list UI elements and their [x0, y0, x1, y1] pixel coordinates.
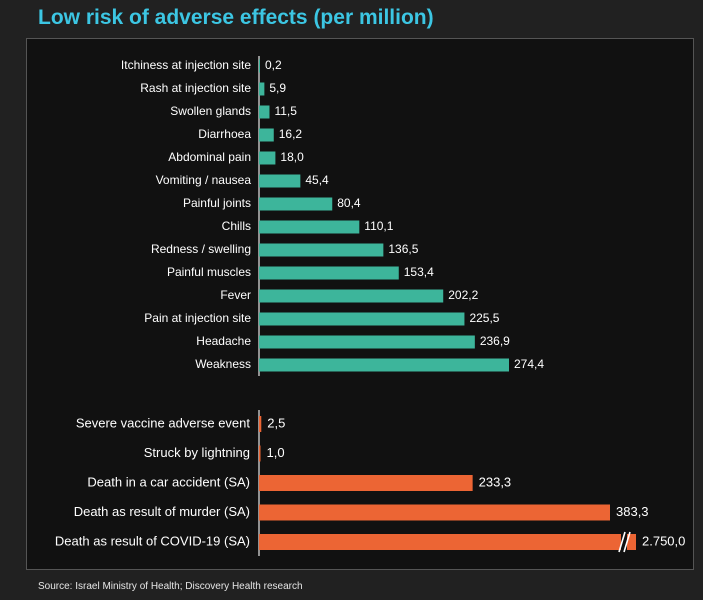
category-label: Fever [220, 288, 251, 302]
value-label: 383,3 [616, 504, 649, 519]
bar [259, 82, 265, 96]
value-label: 18,0 [280, 150, 304, 164]
value-label: 233,3 [479, 474, 512, 489]
category-label: Weakness [195, 357, 251, 371]
category-label: Painful joints [183, 196, 251, 210]
value-label: 110,1 [364, 219, 393, 233]
bar [259, 504, 610, 521]
bar [259, 289, 444, 303]
bar [259, 128, 274, 142]
value-label: 1,0 [267, 445, 285, 460]
bar [259, 266, 399, 280]
value-label: 274,4 [514, 357, 544, 371]
bar [259, 445, 261, 462]
bar [259, 358, 509, 372]
value-label: 11,5 [274, 104, 297, 118]
value-label: 45,4 [305, 173, 329, 187]
chart-title: Low risk of adverse effects (per million… [38, 6, 434, 29]
value-label: 153,4 [404, 265, 434, 279]
axis-break-gap [621, 533, 627, 551]
value-label: 225,5 [469, 311, 499, 325]
category-label: Headache [196, 334, 251, 348]
bar [259, 335, 475, 349]
category-label: Pain at injection site [144, 311, 251, 325]
bar [259, 243, 384, 257]
category-label: Rash at injection site [140, 81, 251, 95]
category-label: Diarrhoea [198, 127, 251, 141]
category-label: Itchiness at injection site [121, 58, 251, 72]
bar [259, 416, 262, 432]
bar [259, 220, 360, 234]
category-label: Vomiting / nausea [156, 173, 252, 187]
value-label: 5,9 [269, 81, 286, 95]
axis-break-slash [623, 531, 631, 553]
category-label: Swollen glands [170, 104, 251, 118]
axis-break-slash [618, 531, 626, 553]
value-label: 0,2 [265, 58, 282, 72]
category-label: Death as result of COVID-19 (SA) [55, 533, 250, 548]
bar [259, 174, 301, 188]
category-label: Severe vaccine adverse event [76, 415, 251, 430]
value-label: 80,4 [337, 196, 361, 210]
category-label: Death as result of murder (SA) [74, 504, 250, 519]
category-label: Death in a car accident (SA) [87, 474, 250, 489]
bar [259, 534, 636, 550]
category-label: Struck by lightning [144, 445, 250, 460]
value-label: 16,2 [279, 127, 303, 141]
value-label: 2,5 [267, 415, 285, 430]
value-label: 236,9 [480, 334, 510, 348]
category-label: Redness / swelling [151, 242, 251, 256]
bar [259, 105, 270, 119]
source-note: Source: Israel Ministry of Health; Disco… [38, 581, 303, 592]
bar [259, 59, 260, 73]
bar [259, 475, 473, 491]
value-label: 202,2 [448, 288, 478, 302]
category-label: Chills [222, 219, 251, 233]
category-label: Painful muscles [167, 265, 251, 279]
value-label: 136,5 [388, 242, 418, 256]
category-label: Abdominal pain [168, 150, 251, 164]
bar [259, 197, 333, 211]
page-margin [703, 0, 715, 600]
value-label: 2.750,0 [642, 533, 685, 548]
bar [259, 312, 465, 326]
bar [259, 151, 276, 165]
